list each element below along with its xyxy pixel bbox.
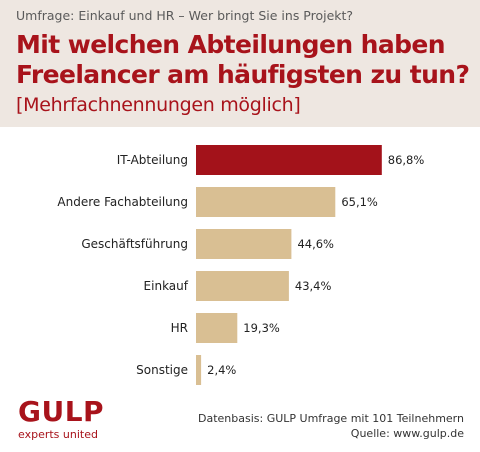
value-label: 65,1%: [341, 195, 378, 209]
bar-it-abteilung: [196, 145, 382, 175]
chart-title-line-2: Freelancer am häufigsten zu tun?: [16, 60, 470, 89]
chart-subtitle: [Mehrfachnennungen möglich]: [16, 94, 301, 116]
category-label: IT-Abteilung: [117, 153, 188, 167]
value-label: 19,3%: [243, 321, 280, 335]
bar-geschäftsführung: [196, 229, 292, 259]
bar-einkauf: [196, 271, 289, 301]
survey-supertitle: Umfrage: Einkauf und HR – Wer bringt Sie…: [16, 8, 354, 23]
category-label: HR: [171, 321, 188, 335]
source-line-1: Datenbasis: GULP Umfrage mit 101 Teilneh…: [198, 412, 464, 425]
category-label: Einkauf: [144, 279, 189, 293]
logo-wordmark: GULP: [18, 395, 105, 428]
header-panel: Umfrage: Einkauf und HR – Wer bringt Sie…: [0, 0, 480, 127]
value-label: 86,8%: [388, 153, 425, 167]
value-label: 44,6%: [297, 237, 334, 251]
chart-title-line-1: Mit welchen Abteilungen haben: [16, 30, 446, 59]
category-label: Geschäftsführung: [81, 237, 188, 251]
chart-title: Mit welchen Abteilungen haben Freelancer…: [16, 30, 470, 90]
bar-hr: [196, 313, 238, 343]
source-note: Datenbasis: GULP Umfrage mit 101 Teilneh…: [198, 411, 464, 441]
category-label: Andere Fachabteilung: [57, 195, 188, 209]
bar-chart: IT-Abteilung 86,8% Andere Fachabteilung 65,…: [57, 145, 425, 385]
gulp-logo: GULP experts united: [18, 395, 105, 442]
value-label: 2,4%: [207, 363, 236, 377]
logo-tagline: experts united: [18, 428, 98, 441]
source-line-2: Quelle: www.gulp.de: [350, 427, 464, 440]
value-label: 43,4%: [295, 279, 332, 293]
bar-sonstige: [196, 355, 202, 385]
category-label: Sonstige: [136, 363, 188, 377]
bar-andere-fachabteilung: [196, 187, 336, 217]
